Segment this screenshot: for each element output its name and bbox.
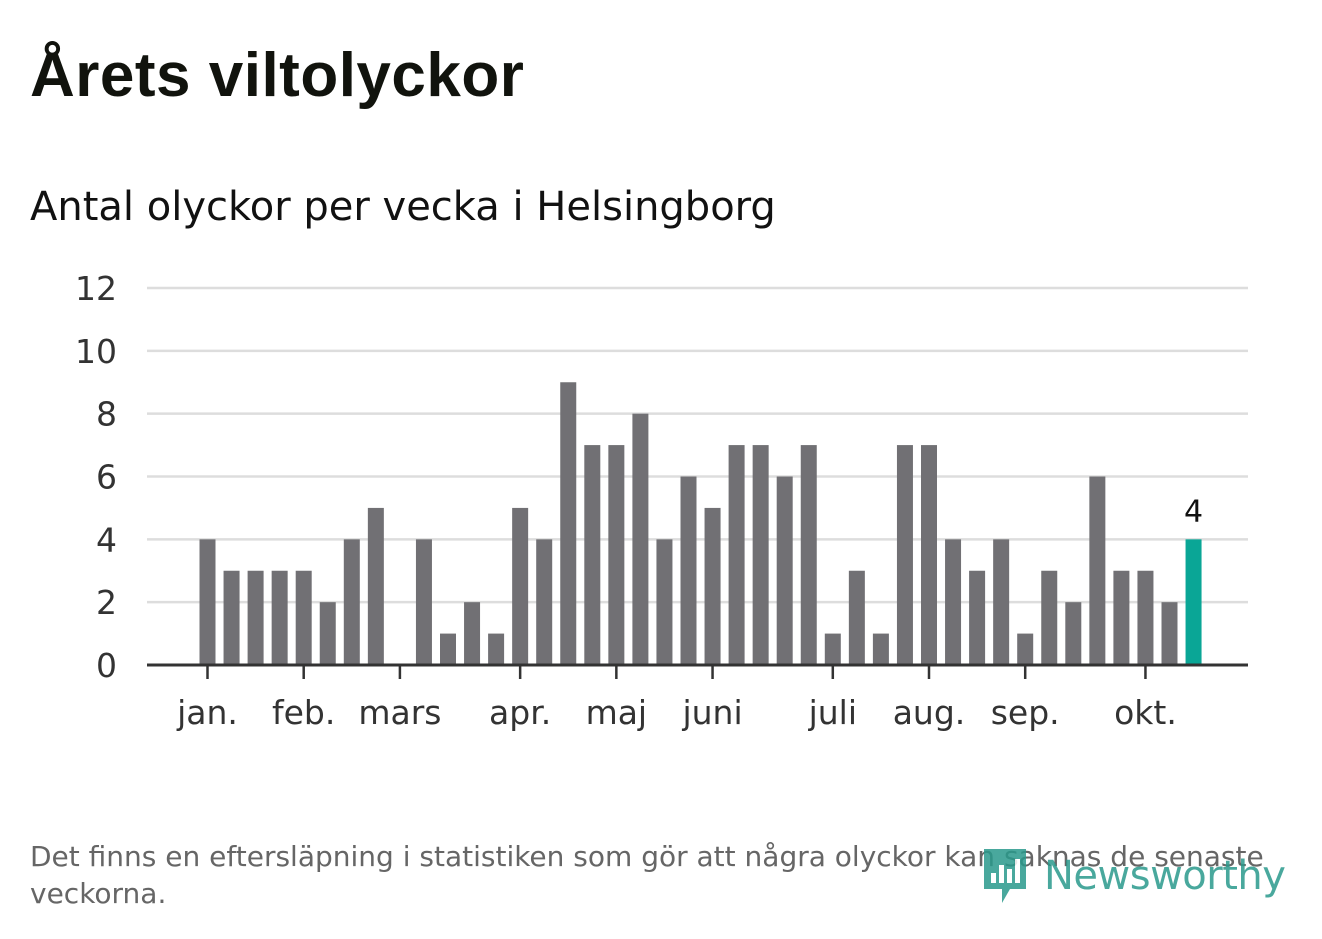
bar-week-16	[560, 382, 577, 665]
bar-week-8	[367, 507, 384, 665]
bar-week-13	[488, 633, 505, 665]
bar-week-24	[752, 445, 769, 665]
newsworthy-logo: Newsworthy	[980, 845, 1286, 907]
bar-week-27	[824, 633, 841, 665]
bar-week-20	[656, 539, 673, 665]
month-label: sep.	[991, 693, 1060, 732]
bar-week-7	[343, 539, 360, 665]
bar-week-14	[512, 507, 529, 665]
footnote: Det finns en eftersläpning i statistiken…	[30, 840, 1264, 910]
logo-text: Newsworthy	[1044, 853, 1286, 899]
bar-week-6	[319, 602, 336, 665]
y-tick-label-8: 8	[96, 395, 117, 434]
bar-week-36	[1041, 570, 1058, 665]
bar-week-18	[608, 445, 625, 665]
y-tick-label-10: 10	[75, 332, 117, 371]
data-labels: 4	[1184, 494, 1203, 529]
gridlines	[147, 286, 1248, 604]
bar-week-3	[247, 570, 264, 665]
bar-week-5	[295, 570, 312, 665]
bar-week-33	[969, 570, 986, 665]
y-axis-ticks: 0 2 4 6 8 10 12	[75, 269, 117, 685]
bar-week-28	[848, 570, 865, 665]
bar-week-15	[536, 539, 553, 665]
bar-week-40	[1137, 570, 1154, 665]
month-label: apr.	[489, 693, 551, 732]
month-label: okt.	[1114, 693, 1177, 732]
bar-week-38	[1089, 476, 1106, 665]
bar-week-4	[271, 570, 288, 665]
bar-week-32	[945, 539, 962, 665]
bar-week-23	[728, 445, 745, 665]
bar-week-1	[199, 539, 216, 665]
month-label: jan.	[176, 693, 238, 732]
bar-chart: 0 2 4 6 8 10 12 jan. feb. mars apr. maj juni juli aug…	[75, 269, 1248, 732]
y-tick-label-6: 6	[96, 458, 117, 497]
bar-chart-bubble-icon	[984, 849, 1026, 903]
bar-week-34	[993, 539, 1010, 665]
bar-week-11	[440, 633, 456, 665]
bar-week-26	[800, 445, 817, 665]
bar-week-29	[872, 633, 889, 665]
bar-week-41	[1161, 602, 1178, 665]
chart-title: Årets viltolyckor	[30, 41, 525, 110]
bar-week-35	[1017, 633, 1034, 665]
month-label: maj	[586, 693, 648, 732]
month-label: juli	[808, 693, 857, 732]
chart-subtitle: Antal olyckor per vecka i Helsingborg	[30, 184, 776, 230]
y-tick-label-4: 4	[96, 520, 117, 559]
bars	[199, 382, 1202, 665]
bar-week-21	[680, 476, 697, 665]
bar-week-2	[223, 570, 240, 665]
y-tick-label-0: 0	[96, 646, 117, 685]
bar-week-22	[704, 507, 721, 665]
bar-week-31	[921, 445, 937, 665]
bar-week-10	[415, 539, 432, 665]
bar-week-30	[896, 445, 913, 665]
highlight-data-label: 4	[1184, 494, 1203, 529]
month-label: juni	[681, 693, 742, 732]
bar-week-37	[1065, 602, 1082, 665]
month-label: aug.	[893, 693, 966, 732]
y-tick-label-2: 2	[96, 583, 117, 622]
bar-week-12	[464, 602, 481, 665]
month-label: mars	[358, 693, 441, 732]
x-axis-month-labels: jan. feb. mars apr. maj juni juli aug. sep. okt.	[176, 665, 1177, 732]
bar-week-17	[584, 445, 601, 665]
bar-week-42	[1185, 539, 1202, 665]
bar-week-39	[1113, 570, 1130, 665]
bar-week-19	[632, 413, 649, 665]
bar-week-25	[776, 476, 793, 665]
y-tick-label-12: 12	[75, 269, 117, 308]
month-label: feb.	[272, 693, 335, 732]
